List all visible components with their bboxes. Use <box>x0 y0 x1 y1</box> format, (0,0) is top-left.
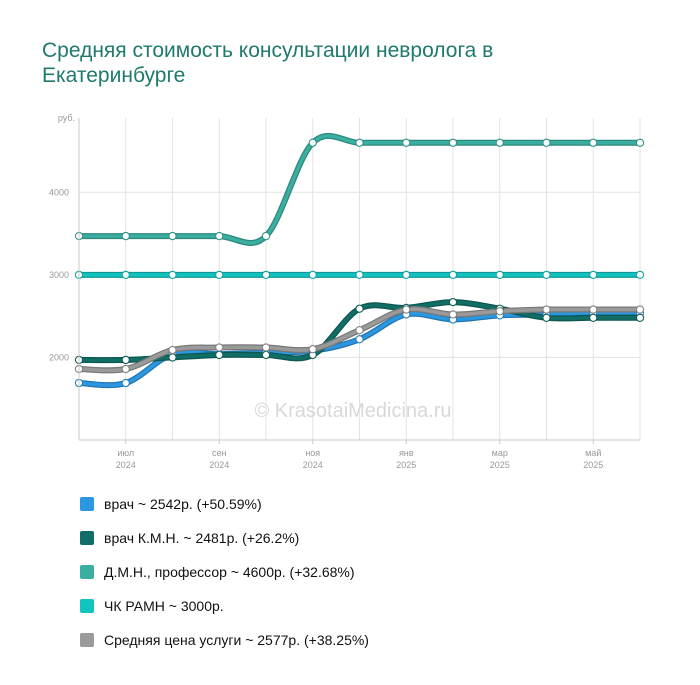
series-points <box>74 138 645 388</box>
data-point <box>261 270 271 280</box>
data-point <box>121 231 130 241</box>
data-point <box>355 335 364 344</box>
legend-label: Средняя цена услуги ~ 2577р. (+38.25%) <box>104 632 369 648</box>
legend-item[interactable]: Д.М.Н., профессор ~ 4600р. (+32.68%) <box>80 555 369 589</box>
legend-swatch <box>80 565 94 579</box>
data-point <box>121 364 130 374</box>
data-point <box>402 138 411 147</box>
x-tick-year-label: 2025 <box>490 460 510 470</box>
data-point <box>448 297 458 307</box>
data-point <box>495 138 504 147</box>
data-point <box>589 305 598 314</box>
data-point <box>261 231 271 241</box>
data-point <box>589 138 598 147</box>
legend: врач ~ 2542р. (+50.59%) врач К.М.Н. ~ 248… <box>80 487 369 657</box>
x-tick-month-label: сен <box>212 448 227 458</box>
data-point <box>589 270 598 280</box>
x-tick-month-label: ноя <box>305 448 320 458</box>
legend-item[interactable]: ЧК РАМН ~ 3000р. <box>80 589 369 623</box>
legend-label: врач К.М.Н. ~ 2481р. (+26.2%) <box>104 530 300 546</box>
x-tick-year-label: 2024 <box>116 460 136 470</box>
watermark: © KrasotaiMedicina.ru <box>254 400 451 422</box>
data-point <box>355 138 364 147</box>
data-point <box>215 231 224 241</box>
data-point <box>542 270 551 280</box>
data-point <box>168 353 177 362</box>
data-point <box>308 138 317 147</box>
chart-title: Средняя стоимость консультации невролога… <box>42 39 494 87</box>
y-tick-label: 3000 <box>49 270 69 280</box>
data-point <box>635 313 645 322</box>
data-point <box>542 313 551 322</box>
data-point <box>635 138 645 147</box>
legend-label: врач ~ 2542р. (+50.59%) <box>104 496 262 512</box>
y-tick-label: 4000 <box>49 187 69 197</box>
legend-item[interactable]: врач К.М.Н. ~ 2481р. (+26.2%) <box>80 521 369 555</box>
y-tick-label: 2000 <box>49 352 69 362</box>
y-axis-unit-label: руб. <box>58 113 75 123</box>
data-point <box>215 343 224 352</box>
legend-item[interactable]: Средняя цена услуги ~ 2577р. (+38.25%) <box>80 623 369 657</box>
x-tick-month-label: июл <box>117 448 134 458</box>
data-point <box>121 270 130 280</box>
data-point <box>121 378 130 388</box>
x-tick-month-label: янв <box>399 448 414 458</box>
data-point <box>635 270 645 280</box>
legend-swatch <box>80 497 94 511</box>
data-point <box>121 355 130 365</box>
data-point <box>308 345 317 354</box>
legend-swatch <box>80 633 94 647</box>
data-point <box>355 304 364 313</box>
data-point <box>355 270 364 280</box>
data-point <box>215 350 224 360</box>
data-point <box>308 270 317 280</box>
data-point <box>589 313 598 322</box>
data-point <box>261 350 271 360</box>
data-point <box>215 270 224 280</box>
legend-item[interactable]: врач ~ 2542р. (+50.59%) <box>80 487 369 521</box>
axes: 2000 3000 4000 руб. июл 2024 сен 2024 ноя 2024 янв… <box>49 113 640 470</box>
data-point <box>448 310 458 319</box>
data-point <box>402 305 411 314</box>
line-chart: 2000 3000 4000 руб. июл 2024 сен 2024 ноя 2024 янв… <box>49 113 645 470</box>
data-point <box>635 305 645 314</box>
data-point <box>542 305 551 314</box>
data-point <box>168 345 177 355</box>
x-tick-month-label: мар <box>492 448 508 458</box>
x-tick-year-label: 2025 <box>583 460 603 470</box>
x-tick-year-label: 2024 <box>209 460 229 470</box>
data-point <box>355 326 364 335</box>
data-point <box>448 138 458 147</box>
data-point <box>261 343 271 352</box>
data-point <box>402 270 411 280</box>
legend-label: Д.М.Н., профессор ~ 4600р. (+32.68%) <box>104 564 355 580</box>
x-tick-month-label: май <box>585 448 601 458</box>
data-point <box>168 270 177 280</box>
legend-swatch <box>80 599 94 613</box>
data-point <box>495 270 504 280</box>
data-point <box>448 270 458 280</box>
data-point <box>168 231 177 241</box>
data-point <box>542 138 551 147</box>
data-point <box>495 307 504 316</box>
x-tick-year-label: 2025 <box>396 460 416 470</box>
legend-label: ЧК РАМН ~ 3000р. <box>104 598 224 614</box>
x-tick-year-label: 2024 <box>303 460 323 470</box>
legend-swatch <box>80 531 94 545</box>
